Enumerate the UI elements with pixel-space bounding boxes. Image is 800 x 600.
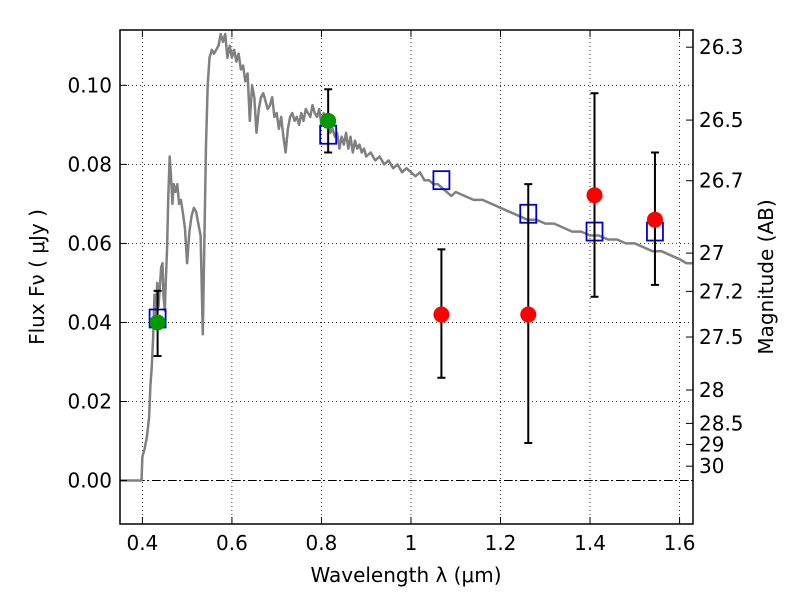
y2-tick-label: 26.7 (699, 169, 744, 193)
y-tick-label: 0.06 (67, 231, 112, 255)
observed-flux-point (320, 112, 337, 129)
y-tick-label: 0.00 (67, 469, 112, 493)
x-tick-label: 0.8 (306, 531, 338, 555)
y-axis-left: 0.00 0.02 0.04 0.06 0.08 0.10 (67, 73, 127, 493)
x-axis-label: Wavelength λ (μm) (310, 563, 501, 587)
x-tick-label: 0.6 (216, 531, 248, 555)
y2-tick-label: 27 (699, 241, 724, 265)
y2-tick-label: 30 (699, 454, 724, 478)
y-tick-label: 0.04 (67, 310, 112, 334)
y2-tick-label: 28 (699, 378, 724, 402)
model-flux-square (432, 170, 451, 191)
y2-tick-label: 27.5 (699, 325, 744, 349)
y2-tick-label: 26.3 (699, 35, 744, 59)
x-tick-label: 1.6 (664, 531, 696, 555)
model-spectrum-line (120, 32, 693, 482)
y2-tick-label: 26.5 (699, 108, 744, 132)
y-axis-label: Flux Fν ( μJy ) (25, 209, 49, 345)
x-axis: 0.4 0.6 0.8 1 1.2 1.4 1.6 (126, 30, 695, 555)
observed-flux-point (520, 306, 537, 323)
y-tick-label: 0.02 (67, 389, 112, 413)
observed-flux-point (586, 187, 603, 204)
observed-flux-point (433, 306, 450, 323)
observed-flux-point (646, 211, 663, 228)
y2-axis-label: Magnitude (AB) (754, 199, 778, 354)
plot-frame (119, 29, 694, 525)
y-tick-label: 0.08 (67, 152, 112, 176)
x-tick-label: 1.2 (485, 531, 517, 555)
x-tick-label: 1.4 (574, 531, 606, 555)
y2-tick-label: 27.2 (699, 279, 744, 303)
plot-series (120, 32, 693, 482)
x-tick-label: 0.4 (126, 531, 158, 555)
y2-tick-label: 28.5 (699, 411, 744, 435)
y-tick-label: 0.10 (67, 73, 112, 97)
x-tick-label: 1 (405, 531, 418, 555)
y2-tick-label: 29 (699, 432, 724, 456)
observed-flux-point (149, 314, 166, 331)
